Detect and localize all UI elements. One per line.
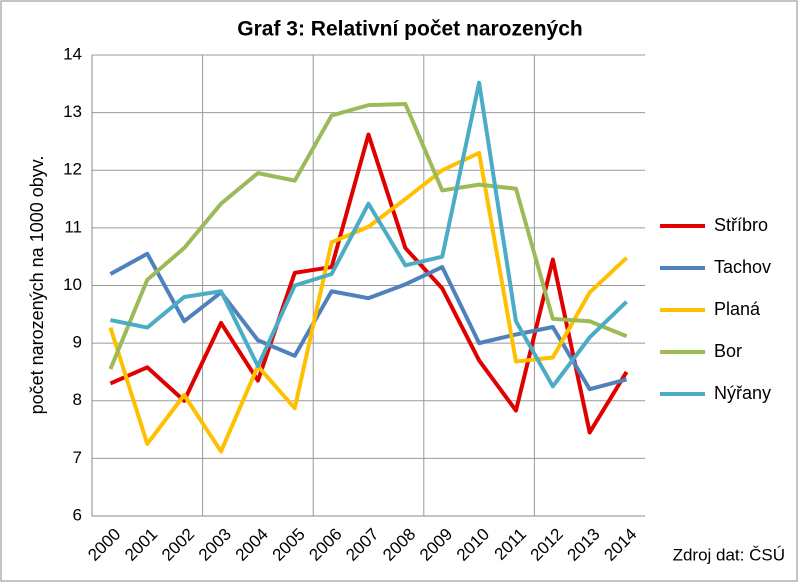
legend-label: Stříbro	[714, 215, 768, 235]
y-tick-label: 9	[73, 333, 82, 352]
y-tick-label: 14	[63, 44, 82, 63]
legend-label: Planá	[714, 299, 761, 319]
legend-label: Tachov	[714, 257, 771, 277]
y-axis-label: počet narozených na 1000 obyv.	[27, 156, 47, 415]
y-tick-label: 12	[63, 160, 82, 179]
series-line	[108, 101, 628, 370]
y-tick-label: 11	[64, 217, 82, 236]
source-note: Zdroj dat: ČSÚ	[673, 545, 785, 564]
y-tick-label: 7	[73, 448, 82, 467]
series-line	[110, 80, 628, 389]
series-line	[108, 150, 628, 454]
series-line	[109, 132, 629, 435]
y-tick-label: 8	[73, 390, 82, 409]
legend-label: Bor	[714, 341, 742, 361]
y-tick-label: 13	[63, 102, 82, 121]
series-line	[109, 251, 628, 392]
chart-title: Graf 3: Relativní počet narozených	[237, 18, 582, 41]
y-tick-label: 6	[73, 505, 82, 524]
y-tick-label: 10	[63, 275, 82, 294]
legend-label: Nýřany	[714, 383, 771, 403]
